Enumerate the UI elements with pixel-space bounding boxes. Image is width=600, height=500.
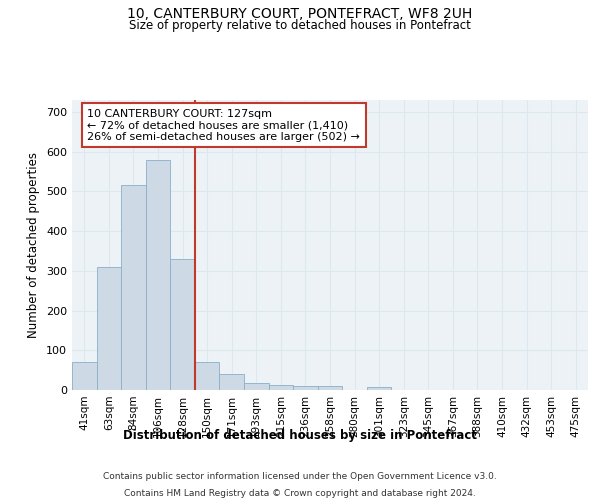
- Y-axis label: Number of detached properties: Number of detached properties: [28, 152, 40, 338]
- Text: Distribution of detached houses by size in Pontefract: Distribution of detached houses by size …: [123, 430, 477, 442]
- Bar: [195, 362, 220, 390]
- Bar: [97, 267, 121, 390]
- Bar: [170, 259, 195, 390]
- Text: Size of property relative to detached houses in Pontefract: Size of property relative to detached ho…: [129, 18, 471, 32]
- Bar: [220, 374, 244, 390]
- Bar: [146, 160, 170, 390]
- Text: Contains public sector information licensed under the Open Government Licence v3: Contains public sector information licen…: [103, 472, 497, 481]
- Bar: [244, 383, 269, 390]
- Text: 10, CANTERBURY COURT, PONTEFRACT, WF8 2UH: 10, CANTERBURY COURT, PONTEFRACT, WF8 2U…: [127, 8, 473, 22]
- Text: Contains HM Land Registry data © Crown copyright and database right 2024.: Contains HM Land Registry data © Crown c…: [124, 488, 476, 498]
- Bar: [367, 387, 391, 390]
- Bar: [72, 362, 97, 390]
- Bar: [269, 385, 293, 390]
- Bar: [318, 386, 342, 390]
- Text: 10 CANTERBURY COURT: 127sqm
← 72% of detached houses are smaller (1,410)
26% of : 10 CANTERBURY COURT: 127sqm ← 72% of det…: [88, 108, 361, 142]
- Bar: [121, 186, 146, 390]
- Bar: [293, 386, 318, 390]
